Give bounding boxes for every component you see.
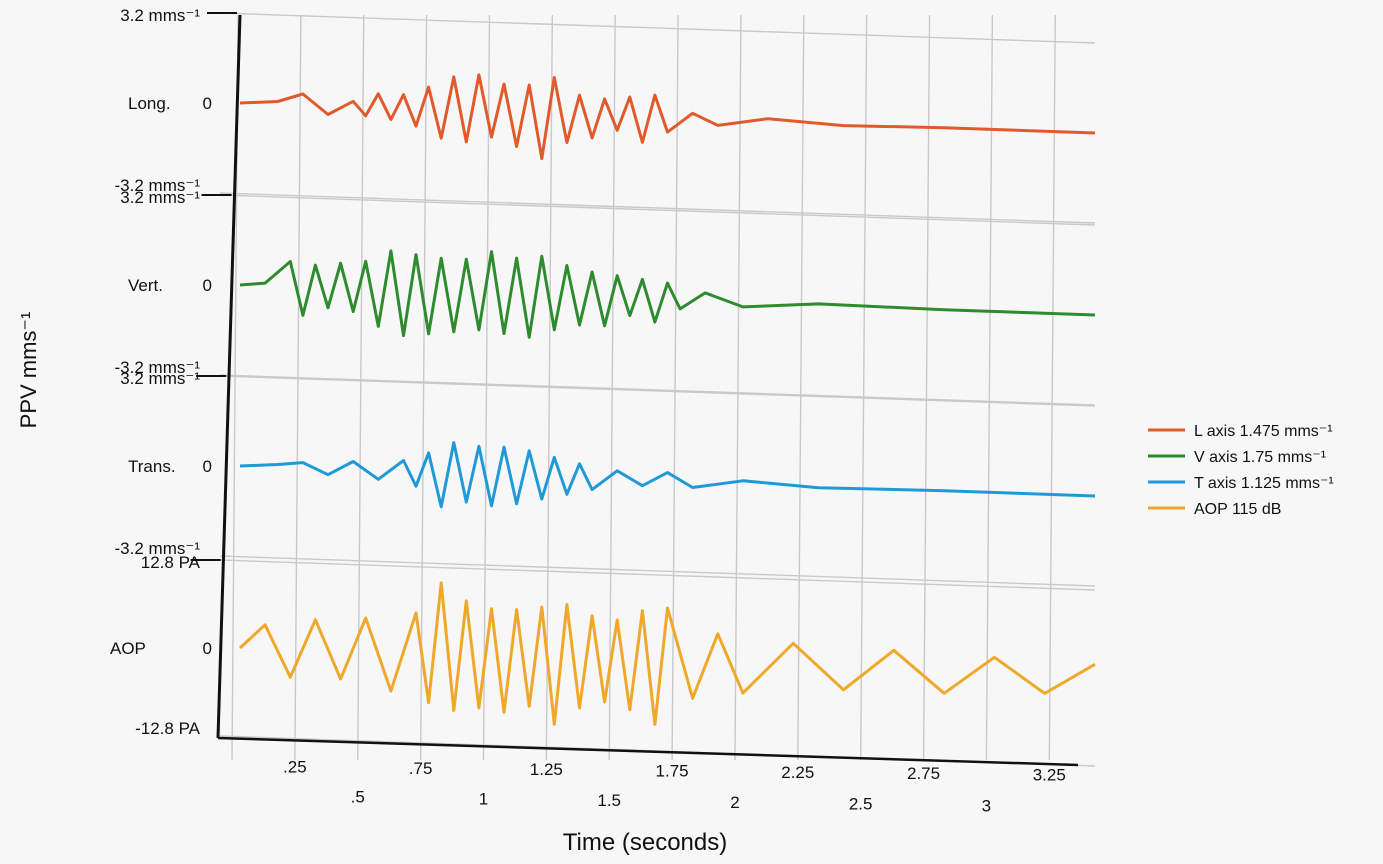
grid-hline (219, 375, 1096, 407)
grid-vline (797, 14, 805, 761)
panel-name-label: AOP (110, 639, 146, 658)
x-tick-label: 1.5 (597, 791, 621, 810)
y-axis-line (216, 14, 242, 739)
legend-label: L axis 1.475 mms⁻¹ (1194, 423, 1333, 440)
x-tick-label: .5 (351, 788, 365, 807)
trace-trans (239, 441, 1096, 509)
grid-vline (482, 14, 491, 761)
x-tick-label: 1.75 (656, 762, 689, 781)
x-tick-labels: .25 .75 1.25 1.75 2.25 2.75 3.25 .5 1 1.5 2 2.5 3 (283, 758, 1066, 816)
grid-hline (219, 192, 1096, 224)
grid-hline (219, 559, 1096, 591)
legend: L axis 1.475 mms⁻¹ V axis 1.75 mms⁻¹ T axi… (1148, 423, 1334, 518)
x-tick-label: 2.25 (781, 763, 814, 782)
grid-vline (985, 14, 994, 761)
grid-vline (1048, 14, 1056, 761)
x-tick-label: 1 (479, 789, 488, 808)
panel-top-label: 12.8 PA (141, 553, 201, 572)
panel-bottom-label: -3.2 mms⁻¹ (115, 358, 201, 377)
panel-name-label: Long. (128, 94, 171, 113)
x-tick-label: 1.25 (530, 760, 563, 779)
x-tick-label: 2.5 (849, 795, 873, 814)
grid-vline (294, 14, 302, 761)
panel-top-label: 3.2 mms⁻¹ (120, 369, 200, 388)
axes (216, 14, 1079, 767)
panel-bottom-label: -12.8 PA (135, 719, 201, 738)
grid-hline (219, 12, 1096, 44)
panel-name-label: Trans. (128, 457, 176, 476)
x-tick-label: 3 (982, 796, 991, 815)
grid-vline (608, 14, 616, 761)
x-tick-label: .75 (409, 759, 433, 778)
trace-long (239, 73, 1096, 161)
traces (238, 73, 1096, 726)
grid-vline (419, 14, 428, 761)
grid-hline (219, 194, 1096, 226)
panel-zero-label: 0 (203, 276, 212, 295)
legend-label: V axis 1.75 mms⁻¹ (1194, 449, 1326, 466)
grid-hline (219, 555, 1096, 587)
grid-vline (859, 14, 868, 761)
x-tick-label: 2.75 (907, 764, 940, 783)
x-tick-label: .25 (283, 758, 307, 777)
grid-vline (357, 14, 365, 761)
trace-aop (238, 581, 1096, 726)
panel-top-label: 3.2 mms⁻¹ (120, 6, 200, 25)
legend-label: AOP 115 dB (1194, 501, 1281, 518)
panel-zero-label: 0 (203, 457, 212, 476)
panel-zero-label: 0 (203, 94, 212, 113)
panel-bottom-label: -3.2 mms⁻¹ (115, 539, 201, 558)
y-axis-title: PPV mms⁻¹ (16, 312, 41, 429)
panel-top-label: 3.2 mms⁻¹ (120, 188, 200, 207)
panel-zero-label: 0 (203, 639, 212, 658)
panel-name-label: Vert. (128, 276, 163, 295)
x-tick-label: 2 (730, 793, 739, 812)
grid-vline (734, 14, 742, 761)
grid-hline (219, 374, 1096, 406)
x-tick-label: 3.25 (1033, 766, 1066, 785)
trace-vert (239, 249, 1096, 339)
grid-vline (922, 14, 931, 761)
x-axis-title: Time (seconds) (563, 829, 727, 856)
panel-bottom-label: -3.2 mms⁻¹ (115, 176, 201, 195)
legend-label: T axis 1.125 mms⁻¹ (1194, 475, 1334, 492)
x-axis-line (217, 736, 1079, 767)
grid-vline (671, 14, 679, 761)
